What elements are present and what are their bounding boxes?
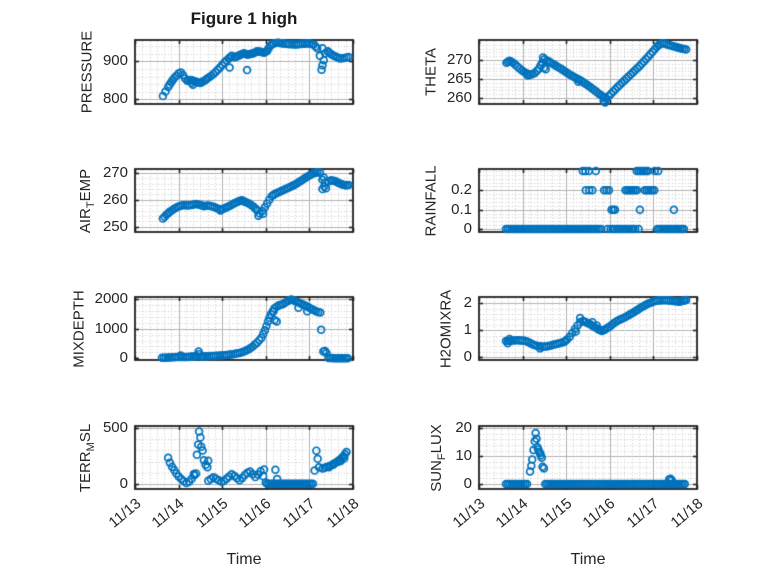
y-tick-label-theta: 260: [446, 88, 472, 106]
y-axis-label-text: MIXDEPTH: [70, 289, 88, 368]
y-axis-label-mixdepth: MIXDEPTH: [71, 290, 88, 368]
y-tick-label-mixdepth: 2000: [94, 290, 128, 308]
y-axis-label-text: RAINFALL: [422, 165, 439, 236]
y-axis-label-air_temp: AIRTEMP: [77, 168, 97, 232]
y-tick-label-theta: 270: [446, 51, 472, 69]
figure-title: Figure 1 high: [190, 9, 298, 28]
y-tick-label-h2omixra: 0: [463, 348, 472, 366]
y-axis-label-text: EMP: [76, 168, 94, 201]
y-tick-label-h2omixra: 2: [463, 294, 472, 312]
y-axis-label-text: H2OMIXRA: [437, 289, 454, 368]
y-tick-label-sun_flux: 20: [455, 419, 472, 437]
y-tick-label-terr_msl: 500: [102, 419, 128, 437]
y-axis-label-text: TERR: [76, 450, 94, 492]
x-axis-label: Time: [226, 551, 262, 568]
y-axis-label-text: LUX: [428, 423, 445, 453]
y-axis-label-text: PRESSURE: [78, 30, 95, 114]
y-tick-label-mixdepth: 1000: [94, 319, 128, 337]
y-axis-label-text: SUN: [428, 459, 445, 492]
y-axis-label-pressure: PRESSURE: [78, 31, 95, 114]
y-axis-label-h2omixra: H2OMIXRA: [437, 289, 454, 367]
y-tick-label-mixdepth: 0: [119, 349, 128, 367]
y-tick-label-air_temp: 270: [102, 164, 128, 182]
y-axis-label-sun_flux: SUNFLUX: [428, 424, 448, 492]
x-axis-label: Time: [570, 551, 606, 568]
y-tick-label-air_temp: 260: [102, 190, 128, 208]
y-tick-label-theta: 265: [446, 70, 472, 87]
y-tick-label-pressure: 900: [102, 52, 128, 70]
y-tick-label-sun_flux: 0: [463, 474, 472, 492]
y-axis-label-terr_msl: TERRMSL: [77, 423, 97, 491]
y-axis-label-subscript: M: [84, 441, 97, 451]
y-axis-label-text: THETA: [422, 47, 439, 97]
y-axis-label-theta: THETA: [422, 48, 439, 96]
y-tick-label-sun_flux: 10: [455, 447, 472, 465]
y-tick-label-terr_msl: 0: [119, 475, 128, 493]
y-tick-label-pressure: 800: [102, 90, 128, 108]
y-axis-label-subscript: F: [436, 452, 448, 460]
y-axis-label-subscript: T: [84, 200, 97, 208]
y-tick-label-rainfall: 0.1: [451, 200, 472, 218]
y-axis-label-rainfall: RAINFALL: [422, 165, 439, 236]
y-tick-label-air_temp: 250: [102, 217, 128, 235]
y-tick-label-rainfall: 0: [463, 220, 472, 238]
y-axis-label-text: AIR: [76, 207, 94, 233]
y-tick-label-h2omixra: 1: [463, 321, 472, 339]
y-axis-label-text: SL: [76, 423, 94, 442]
y-tick-label-rainfall: 0.2: [451, 181, 472, 199]
